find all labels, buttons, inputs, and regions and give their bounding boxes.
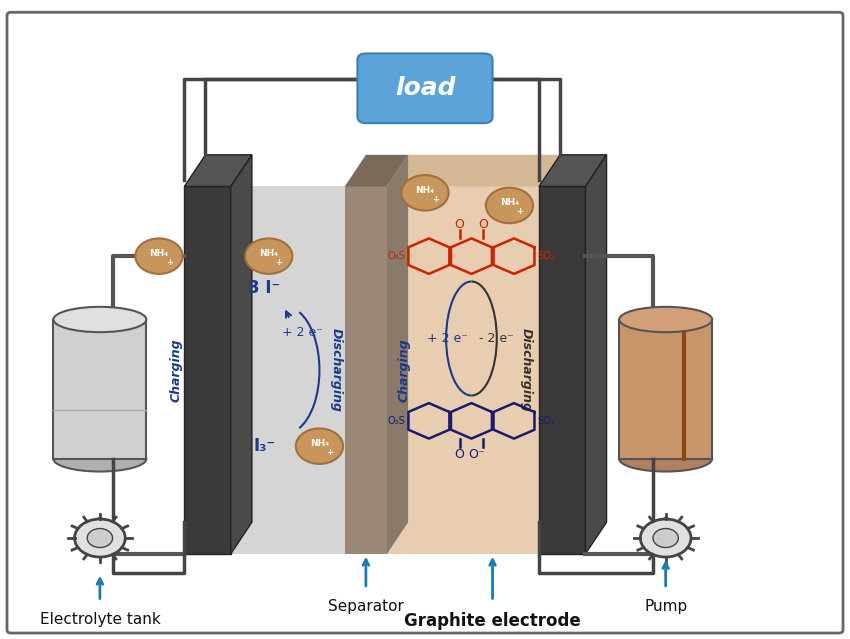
Text: 3 I⁻: 3 I⁻ (248, 279, 280, 297)
Text: O: O (455, 218, 465, 231)
Text: +: + (166, 258, 173, 267)
FancyBboxPatch shape (184, 187, 231, 554)
Circle shape (88, 528, 112, 548)
FancyBboxPatch shape (231, 187, 345, 554)
Text: - 2 e⁻: - 2 e⁻ (479, 332, 514, 345)
FancyBboxPatch shape (619, 320, 712, 459)
Circle shape (653, 528, 678, 548)
Text: NH₄: NH₄ (150, 249, 168, 258)
Polygon shape (387, 155, 408, 554)
Text: Charging: Charging (169, 339, 183, 402)
Text: +: + (432, 195, 439, 204)
Text: Pump: Pump (644, 599, 688, 615)
Text: +: + (326, 448, 333, 457)
Text: Graphite electrode: Graphite electrode (405, 612, 581, 630)
Polygon shape (539, 155, 607, 187)
Circle shape (296, 429, 343, 464)
Polygon shape (345, 187, 387, 554)
Text: SO₃: SO₃ (538, 416, 555, 426)
Circle shape (401, 175, 449, 210)
Text: NH₄: NH₄ (500, 199, 519, 208)
Text: Electrolyte tank: Electrolyte tank (39, 612, 161, 627)
Polygon shape (184, 155, 252, 187)
Text: O₃S: O₃S (388, 416, 405, 426)
FancyBboxPatch shape (387, 187, 539, 554)
Text: NH₄: NH₄ (416, 186, 434, 195)
Polygon shape (345, 155, 408, 187)
FancyBboxPatch shape (54, 320, 146, 459)
Text: +: + (516, 207, 523, 217)
Circle shape (486, 188, 533, 223)
Polygon shape (231, 155, 252, 554)
FancyBboxPatch shape (539, 187, 586, 554)
Polygon shape (231, 155, 252, 554)
Text: Charging: Charging (398, 339, 411, 402)
FancyBboxPatch shape (7, 12, 843, 633)
Text: + 2 e⁻: + 2 e⁻ (282, 326, 323, 339)
Text: Separator: Separator (328, 599, 404, 615)
Text: O₃S: O₃S (388, 251, 405, 261)
Circle shape (640, 519, 691, 557)
Circle shape (245, 238, 292, 274)
Text: O: O (479, 218, 488, 231)
Text: Discharging: Discharging (330, 328, 343, 412)
Text: SO₃: SO₃ (538, 251, 555, 261)
Text: O⁻: O⁻ (468, 448, 484, 461)
Ellipse shape (619, 446, 712, 472)
Ellipse shape (54, 446, 146, 472)
Ellipse shape (619, 307, 712, 332)
Text: Discharging: Discharging (520, 328, 533, 412)
Ellipse shape (54, 307, 146, 332)
Text: NH₄: NH₄ (259, 249, 278, 258)
FancyBboxPatch shape (358, 54, 492, 123)
Text: I₃⁻: I₃⁻ (253, 437, 275, 455)
Text: +: + (275, 258, 282, 267)
Polygon shape (586, 155, 607, 554)
Polygon shape (387, 155, 560, 187)
Circle shape (75, 519, 125, 557)
Text: O: O (455, 448, 465, 461)
Text: NH₄: NH₄ (310, 439, 329, 448)
Text: load: load (394, 76, 456, 100)
Text: + 2 e⁻: + 2 e⁻ (428, 332, 468, 345)
Circle shape (135, 238, 183, 274)
